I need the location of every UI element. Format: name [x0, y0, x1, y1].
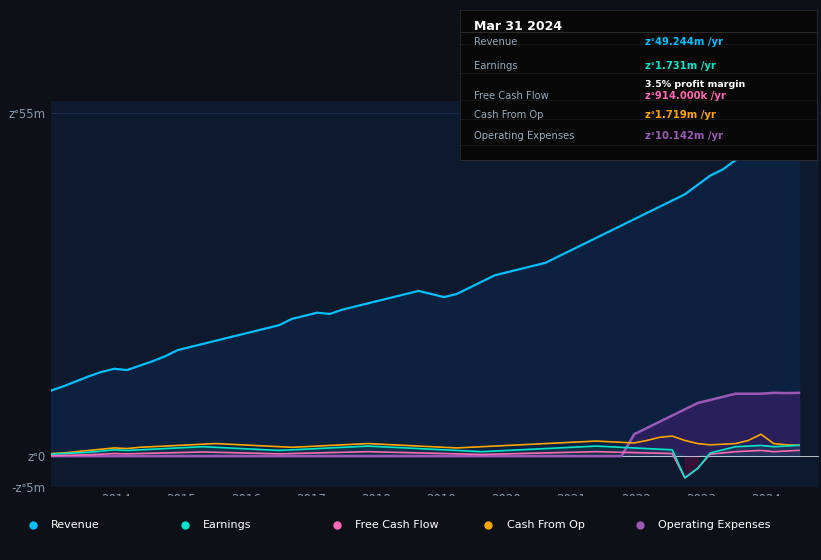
- Text: Cash From Op: Cash From Op: [474, 110, 544, 120]
- Text: Operating Expenses: Operating Expenses: [474, 131, 575, 141]
- Text: Mar 31 2024: Mar 31 2024: [474, 20, 562, 33]
- Text: zᐤ49.244m /yr: zᐤ49.244m /yr: [645, 36, 723, 46]
- Text: Earnings: Earnings: [474, 60, 518, 71]
- Text: Revenue: Revenue: [51, 520, 99, 530]
- Text: Cash From Op: Cash From Op: [507, 520, 585, 530]
- Text: zᐤ10.142m /yr: zᐤ10.142m /yr: [645, 131, 723, 141]
- Text: Free Cash Flow: Free Cash Flow: [355, 520, 438, 530]
- Text: zᐤ1.719m /yr: zᐤ1.719m /yr: [645, 110, 717, 120]
- Text: Revenue: Revenue: [474, 36, 517, 46]
- Text: zᐤ914.000k /yr: zᐤ914.000k /yr: [645, 91, 727, 101]
- Text: Free Cash Flow: Free Cash Flow: [474, 91, 548, 101]
- Text: 3.5% profit margin: 3.5% profit margin: [645, 80, 745, 89]
- Text: Earnings: Earnings: [203, 520, 251, 530]
- Text: zᐤ1.731m /yr: zᐤ1.731m /yr: [645, 60, 717, 71]
- Text: Operating Expenses: Operating Expenses: [658, 520, 771, 530]
